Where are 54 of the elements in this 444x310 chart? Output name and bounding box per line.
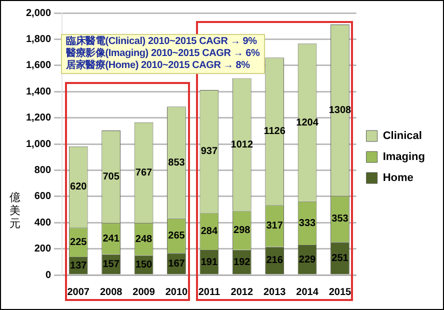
x-tick-label: 2009 (132, 286, 156, 298)
data-label: 937 (200, 146, 218, 158)
data-label: 1204 (296, 117, 319, 128)
data-label: 298 (234, 225, 251, 236)
legend-label: Clinical (382, 130, 422, 142)
data-label: 705 (102, 171, 120, 182)
x-tick-label: 2015 (328, 286, 352, 298)
data-label: 767 (135, 167, 153, 178)
data-label: 853 (168, 157, 186, 168)
annotation: 居家醫療(Home) 2010~2015 CAGR → 8% (66, 60, 251, 72)
data-label: 353 (332, 214, 349, 225)
data-label: 620 (70, 182, 88, 193)
data-label: 248 (135, 234, 153, 245)
y-tick-label: 600 (34, 191, 52, 202)
data-label: 1308 (328, 104, 352, 116)
data-label: 216 (266, 255, 284, 266)
y-tick-label: 200 (34, 244, 52, 255)
data-label: 1012 (230, 139, 254, 150)
y-tick-label: 1,200 (26, 112, 52, 124)
data-label: 167 (168, 258, 186, 270)
data-label: 150 (135, 260, 153, 271)
data-label: 229 (298, 254, 316, 266)
data-label: 137 (70, 260, 88, 272)
y-tick-label: 1,800 (26, 34, 52, 45)
x-tick-label: 2011 (198, 286, 220, 298)
annotation: 醫療影像(Imaging) 2010~2015 CAGR → 6% (66, 48, 260, 59)
data-label: 265 (168, 230, 186, 242)
x-tick-label: 2014 (296, 286, 319, 298)
data-label: 191 (200, 256, 218, 268)
y-axis-title: 億美元 (8, 191, 22, 230)
y-tick-label: 800 (34, 164, 52, 176)
y-tick-label: 0 (45, 270, 52, 281)
y-tick-label: 1,400 (26, 86, 52, 98)
data-label: 225 (70, 237, 88, 248)
x-tick-label: 2007 (67, 286, 90, 298)
x-tick-label: 2013 (263, 286, 286, 298)
x-tick-label: 2012 (230, 286, 254, 298)
y-tick-label: 1,600 (26, 60, 52, 72)
x-tick-label: 2010 (165, 286, 188, 298)
data-label: 251 (332, 252, 349, 264)
data-label: 1126 (264, 126, 286, 138)
legend-label: Home (382, 172, 414, 184)
annotation: 臨床醫電(Clinical) 2010~2015 CAGR → 9% (66, 36, 258, 48)
data-label: 241 (102, 233, 120, 244)
data-label: 157 (102, 259, 120, 270)
x-tick-label: 2008 (100, 286, 123, 298)
data-label: 284 (200, 226, 218, 238)
data-label: 333 (298, 218, 316, 229)
data-label: 192 (234, 256, 251, 268)
y-tick-label: 1,000 (26, 138, 52, 150)
data-label: 317 (266, 220, 284, 232)
legend-label: Imaging (382, 151, 426, 164)
y-tick-label: 2,000 (26, 8, 52, 19)
y-tick-label: 400 (34, 217, 52, 228)
